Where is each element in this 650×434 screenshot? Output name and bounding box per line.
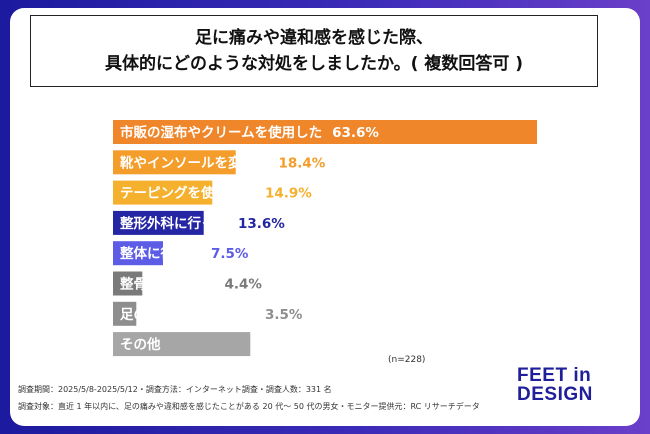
- bar-label-3: テーピングを使用した 14.9%: [120, 185, 312, 202]
- bar-value-3: 14.9%: [265, 186, 312, 202]
- bar-value-1: 63.6%: [332, 125, 379, 141]
- bar-7: [113, 301, 137, 326]
- logo-line-1: FEET in: [517, 365, 592, 386]
- bar-label-6: 整骨院に行った 4.4%: [120, 276, 262, 293]
- bar-category-8: その他: [120, 336, 161, 353]
- bar-category-5: 整体に行った: [120, 245, 201, 262]
- bar-value-5: 7.5%: [211, 246, 249, 262]
- chart-title-box: 足に痛みや違和感を感じた際、 具体的にどのような対処をしましたか。( 複数回答可…: [30, 15, 598, 87]
- bar-value-6: 4.4%: [225, 277, 263, 293]
- bar-2: [113, 150, 236, 175]
- bar-label-5: 整体に行った 7.5%: [120, 245, 249, 262]
- brand-logo: FEET in DESIGN: [517, 366, 593, 404]
- bar-value-8: 20.6%: [171, 337, 218, 353]
- bar-6: [113, 271, 143, 296]
- bar-category-6: 整骨院に行った: [120, 276, 215, 293]
- sample-size-note: (n=228): [388, 355, 426, 365]
- bar-5: [113, 241, 163, 266]
- bar-label-7: 足の専門家に相談した 3.5%: [120, 306, 303, 323]
- bar-category-4: 整形外科に行った: [120, 215, 228, 232]
- bar-category-3: テーピングを使用した: [120, 185, 255, 202]
- bar-label-4: 整形外科に行った 13.6%: [120, 215, 285, 232]
- bar-value-2: 18.4%: [279, 155, 326, 171]
- chart-title-line-2: 具体的にどのような対処をしましたか。( 複数回答可 ): [104, 54, 524, 74]
- bar-4: [113, 210, 204, 235]
- footer-survey-period: 調査期間：2025/5/8-2025/5/12・調査方法：インターネット調査・調…: [18, 385, 332, 394]
- bar-category-7: 足の専門家に相談した: [120, 306, 255, 323]
- bar-8: [113, 332, 251, 357]
- bar-value-7: 3.5%: [265, 307, 303, 323]
- bar-category-1: 市販の湿布やクリームを使用した: [120, 124, 322, 141]
- bar-label-2: 靴やインソールを変えた 18.4%: [120, 154, 326, 171]
- footer-survey-target: 調査対象：直近 1 年以内に、足の痛みや違和感を感じたことがある 20 代～ 5…: [18, 402, 480, 411]
- chart-title-line-1: 足に痛みや違和感を感じた際、: [195, 28, 433, 48]
- bar-category-2: 靴やインソールを変えた: [120, 154, 269, 171]
- bar-3: [113, 180, 213, 205]
- bar-value-4: 13.6%: [238, 216, 285, 232]
- bar-1: [113, 120, 537, 144]
- bar-label-8: その他 20.6%: [120, 336, 218, 353]
- bar-label-1: 市販の湿布やクリームを使用した 63.6%: [120, 124, 379, 141]
- logo-line-2: DESIGN: [517, 384, 593, 405]
